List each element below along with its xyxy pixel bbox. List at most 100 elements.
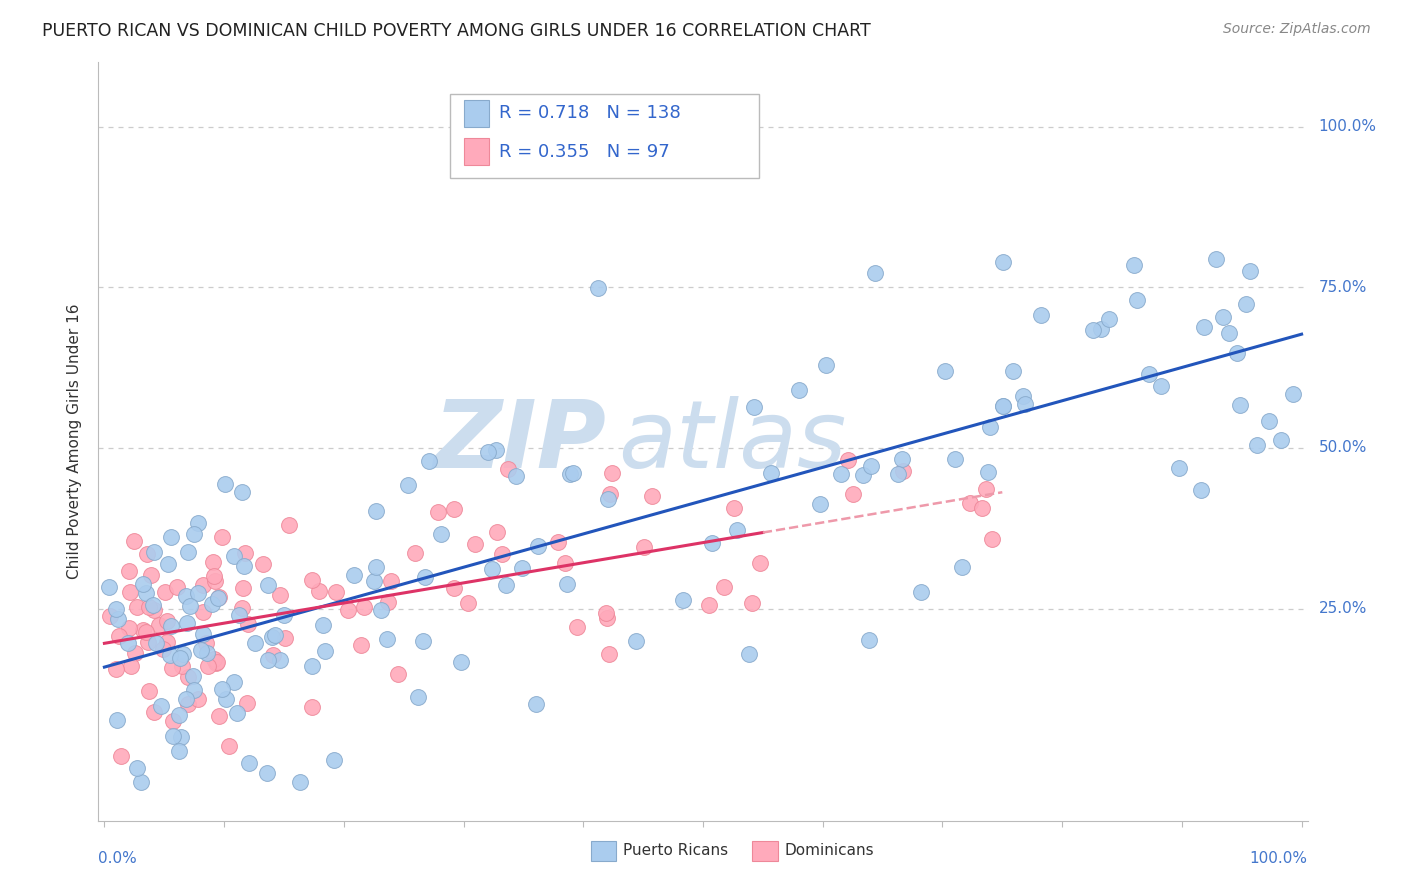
Point [322, 753, 344, 767]
Y-axis label: Child Poverty Among Girls Under 16: Child Poverty Among Girls Under 16 [67, 304, 83, 579]
Point [105, 662, 128, 676]
Point [125, 600, 148, 615]
Point [1137, 367, 1160, 381]
Point [308, 584, 330, 599]
Point [214, 476, 236, 491]
Text: ZIP: ZIP [433, 395, 606, 488]
Point [1212, 310, 1234, 324]
Text: 100.0%: 100.0% [1319, 120, 1376, 134]
Text: R = 0.718   N = 138: R = 0.718 N = 138 [499, 104, 681, 122]
Point [595, 607, 617, 621]
Point [427, 505, 450, 519]
Point [863, 266, 886, 280]
Point [1012, 389, 1035, 403]
Point [107, 612, 129, 626]
Point [723, 501, 745, 516]
Point [183, 683, 205, 698]
Point [349, 639, 371, 653]
Point [228, 607, 250, 622]
Point [1168, 460, 1191, 475]
Point [177, 545, 200, 559]
Point [135, 548, 157, 562]
Point [353, 600, 375, 615]
Point [156, 614, 179, 628]
Point [837, 453, 859, 467]
Point [138, 634, 160, 648]
Point [197, 659, 219, 673]
Text: 50.0%: 50.0% [1319, 441, 1367, 456]
Point [108, 629, 131, 643]
Point [312, 617, 335, 632]
Point [125, 761, 148, 775]
Point [977, 466, 1000, 480]
Point [262, 648, 284, 663]
Point [235, 546, 257, 560]
Point [491, 547, 513, 561]
Point [600, 466, 623, 480]
Point [208, 709, 231, 723]
Point [671, 593, 693, 607]
Point [118, 621, 141, 635]
Point [375, 632, 398, 646]
Point [972, 501, 994, 516]
Text: 100.0%: 100.0% [1250, 851, 1308, 866]
Point [160, 618, 183, 632]
Point [232, 581, 254, 595]
Point [396, 478, 419, 492]
Point [380, 574, 402, 588]
Point [162, 729, 184, 743]
Point [1229, 398, 1251, 412]
Point [370, 603, 392, 617]
Point [159, 648, 181, 662]
Point [160, 661, 183, 675]
Point [129, 775, 152, 789]
Point [238, 756, 260, 770]
Point [404, 546, 426, 560]
Point [170, 658, 193, 673]
Point [993, 399, 1015, 413]
Point [269, 653, 291, 667]
Point [142, 599, 165, 613]
Point [226, 706, 249, 720]
Point [142, 706, 165, 720]
Point [496, 462, 519, 476]
Point [1226, 346, 1249, 360]
Point [124, 646, 146, 660]
Point [477, 445, 499, 459]
Point [167, 744, 190, 758]
Point [176, 615, 198, 630]
Point [1192, 319, 1215, 334]
Point [122, 533, 145, 548]
Point [183, 527, 205, 541]
Point [264, 628, 287, 642]
Point [641, 489, 664, 503]
Point [742, 400, 765, 414]
Point [177, 670, 200, 684]
Point [314, 644, 336, 658]
Point [1239, 264, 1261, 278]
Point [120, 584, 142, 599]
Point [202, 652, 225, 666]
Point [105, 602, 128, 616]
Point [527, 539, 550, 553]
Point [162, 714, 184, 728]
Point [187, 692, 209, 706]
Point [1014, 396, 1036, 410]
Point [697, 598, 720, 612]
Point [980, 532, 1002, 546]
Point [236, 696, 259, 710]
Point [145, 636, 167, 650]
Point [269, 588, 291, 602]
Point [174, 692, 197, 706]
Point [224, 675, 246, 690]
Point [485, 442, 508, 457]
Point [195, 646, 218, 660]
Point [201, 598, 224, 612]
Point [156, 635, 179, 649]
Point [138, 599, 160, 614]
Point [443, 502, 465, 516]
Point [624, 634, 647, 648]
Point [288, 775, 311, 789]
Point [1098, 312, 1121, 326]
Point [135, 624, 157, 639]
